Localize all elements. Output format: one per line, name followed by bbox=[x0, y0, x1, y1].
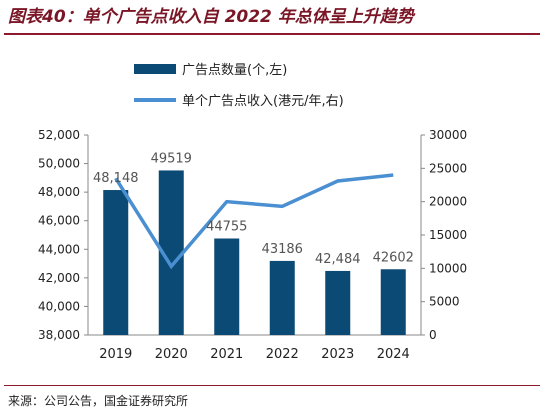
bar bbox=[103, 190, 129, 335]
y-right-tick-label: 5000 bbox=[429, 295, 460, 309]
axes: 38,000 40,000 42,000 44,000 46,000 48,000 50,0… bbox=[38, 128, 467, 362]
y-right-tick-label: 20000 bbox=[429, 195, 467, 209]
source-note: 来源：公司公告，国金证券研究所 bbox=[8, 394, 189, 408]
x-tick-label: 2020 bbox=[155, 347, 188, 362]
bar-data-label: 48,148 bbox=[93, 171, 139, 186]
y-left-tick-label: 38,000 bbox=[38, 328, 80, 342]
bar bbox=[214, 238, 240, 335]
y-right-tick-label: 0 bbox=[429, 328, 437, 342]
title-divider bbox=[4, 33, 540, 35]
y-left-tick-label: 48,000 bbox=[38, 185, 80, 199]
legend-swatch-bar bbox=[134, 64, 176, 74]
chart-title: 图表40：单个广告点收入自 2022 年总体呈上升趋势 bbox=[8, 7, 414, 27]
data-labels: 48,148 49519 44755 43186 42,484 42602 bbox=[93, 151, 414, 267]
y-right-tick-label: 15000 bbox=[429, 228, 467, 242]
y-left-tick-label: 52,000 bbox=[38, 128, 80, 142]
legend: 广告点数量(个,左) 单个广告点收入(港元/年,右) bbox=[134, 63, 344, 109]
y-right-tick-label: 10000 bbox=[429, 261, 467, 275]
bar-data-label: 44755 bbox=[206, 220, 247, 235]
legend-label-bar: 广告点数量(个,左) bbox=[182, 63, 287, 78]
y-left-tick-label: 46,000 bbox=[38, 214, 80, 228]
legend-label-line: 单个广告点收入(港元/年,右) bbox=[182, 94, 344, 109]
x-tick-label: 2024 bbox=[377, 347, 410, 362]
bar-series bbox=[103, 170, 406, 335]
x-tick-label: 2019 bbox=[99, 347, 132, 362]
bar bbox=[325, 270, 351, 335]
y-right-tick-label: 30000 bbox=[429, 128, 467, 142]
footer-divider bbox=[4, 385, 540, 386]
bar-data-label: 43186 bbox=[262, 242, 303, 257]
income-line bbox=[114, 173, 394, 270]
y-left-tick-label: 44,000 bbox=[38, 242, 80, 256]
y-left-tick-label: 40,000 bbox=[38, 299, 80, 313]
x-tick-label: 2021 bbox=[210, 347, 243, 362]
x-tick-label: 2023 bbox=[321, 347, 354, 362]
y-right-tick-label: 25000 bbox=[429, 161, 467, 175]
bar bbox=[380, 269, 406, 335]
y-left-tick-label: 50,000 bbox=[38, 157, 80, 171]
y-left-tick-label: 42,000 bbox=[38, 271, 80, 285]
line-series bbox=[114, 173, 394, 270]
bar-data-label: 49519 bbox=[151, 151, 192, 166]
bar-data-label: 42602 bbox=[373, 250, 414, 265]
x-tick-label: 2022 bbox=[266, 347, 299, 362]
bar bbox=[269, 260, 295, 335]
bar-data-label: 42,484 bbox=[315, 252, 361, 267]
